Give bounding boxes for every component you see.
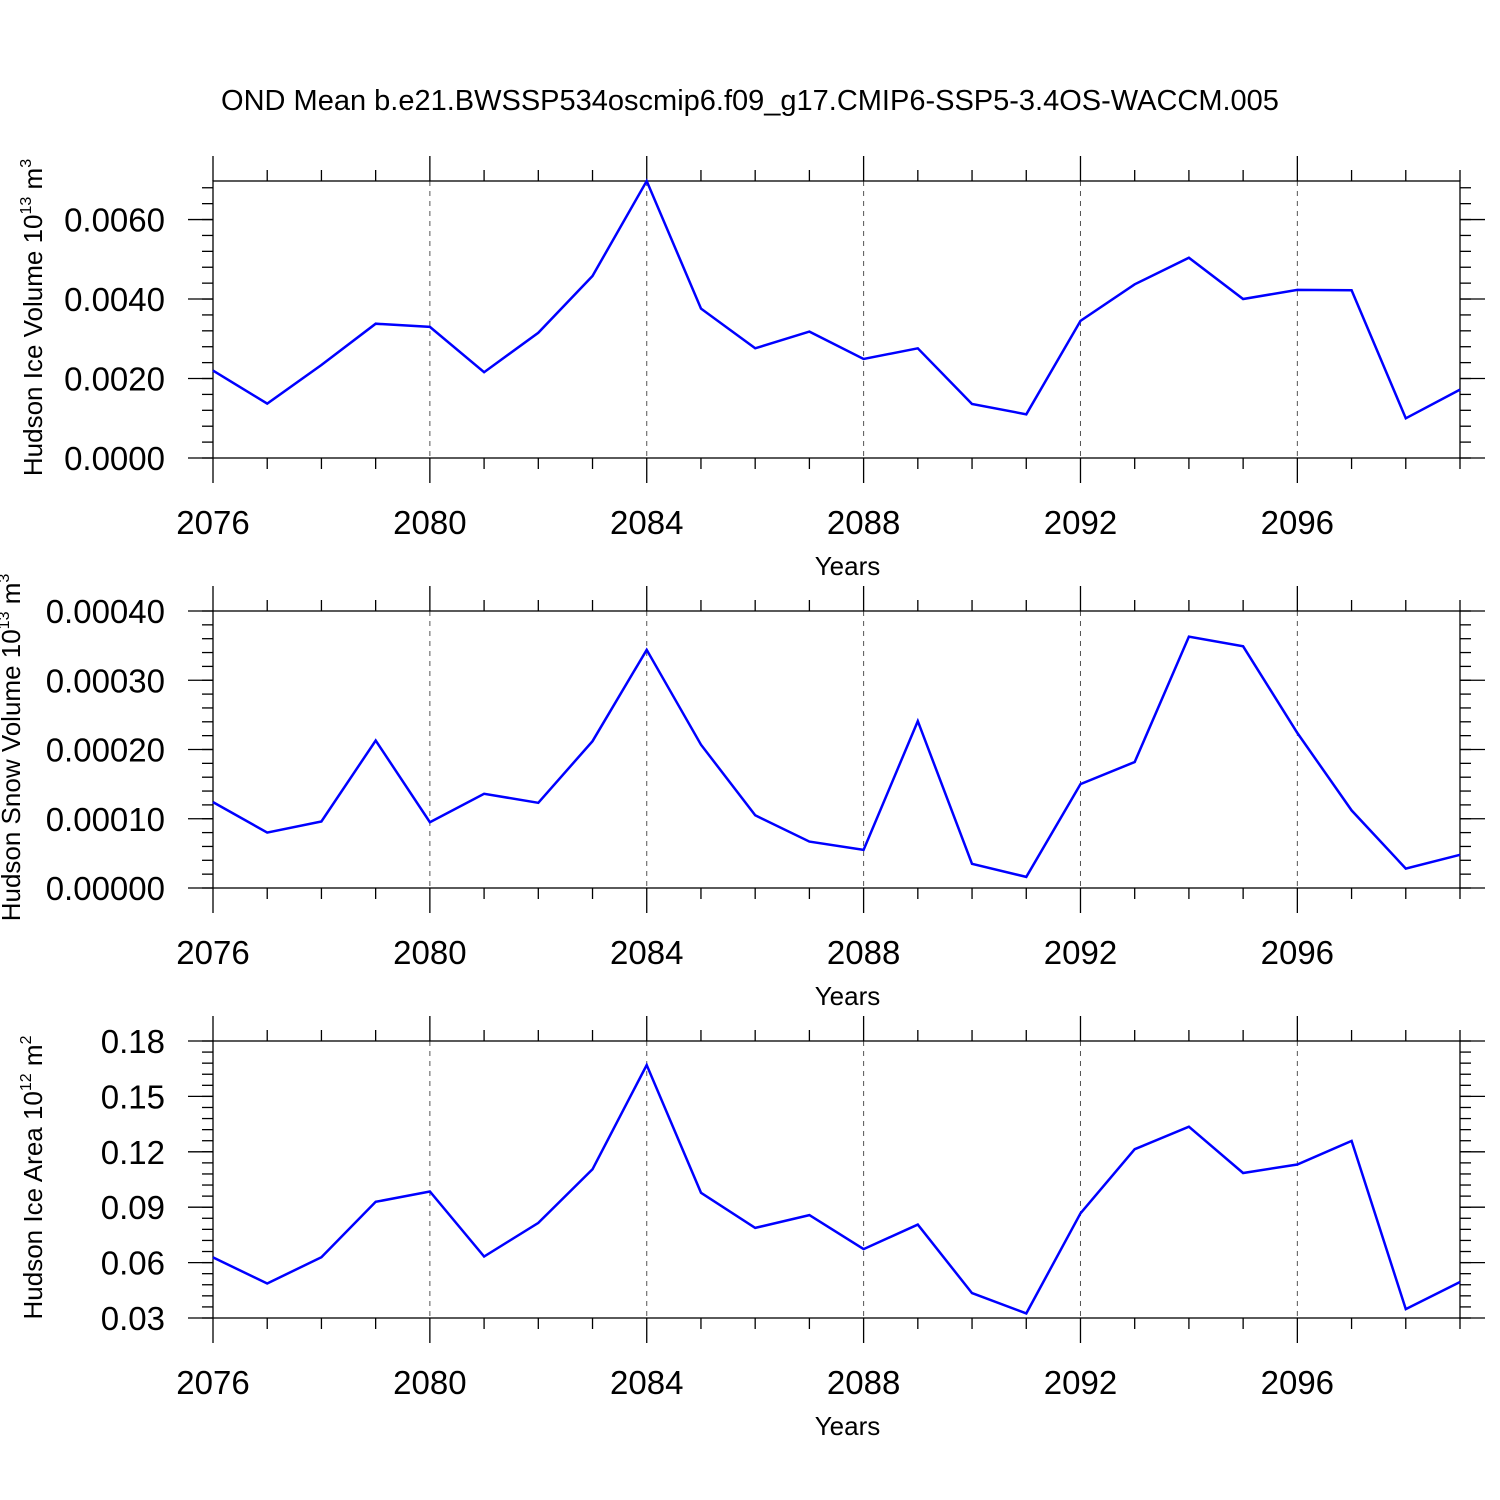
series-line-1 <box>212 1062 1461 1315</box>
x-tick-label: 2080 <box>393 504 466 541</box>
y-axis-title-ylabel-unit-exp: 3 <box>18 159 35 168</box>
y-axis-title-ylabel: Hudson Ice Volume 10 <box>18 214 48 476</box>
x-tick-label: 2088 <box>827 934 900 971</box>
y-tick-label: 0.15 <box>101 1078 165 1115</box>
plot-frame <box>212 180 1461 459</box>
x-tick-label: 2096 <box>1261 1364 1334 1401</box>
x-tick-label: 2084 <box>610 504 683 541</box>
x-tick-label: 2076 <box>176 1364 249 1401</box>
x-tick-label: 2088 <box>827 504 900 541</box>
y-axis-title: Hudson Ice Volume 1013 m3 <box>18 159 48 476</box>
y-tick-label: 0.12 <box>101 1134 165 1171</box>
y-tick-label: 0.06 <box>101 1245 165 1282</box>
y-tick-label: 0.00010 <box>46 801 165 838</box>
y-axis-title: Hudson Ice Area 1012 m2 <box>18 1035 48 1319</box>
y-tick-label: 0.18 <box>101 1023 165 1060</box>
x-tick-label: 2080 <box>393 934 466 971</box>
y-axis-title-ylabel: Hudson Snow Volume 10 <box>0 629 26 921</box>
x-tick-label: 2096 <box>1261 934 1334 971</box>
y-axis-title-ylabel-exp: 13 <box>0 611 13 629</box>
x-tick-label: 2080 <box>393 1364 466 1401</box>
y-tick-label: 0.0060 <box>64 202 165 239</box>
y-tick-label: 0.0040 <box>64 281 165 318</box>
x-tick-label: 2084 <box>610 1364 683 1401</box>
y-tick-label: 0.00030 <box>46 662 165 699</box>
x-axis-title: Years <box>815 551 881 581</box>
y-axis-title-ylabel: Hudson Ice Area 10 <box>18 1091 48 1319</box>
y-axis-title-ylabel-exp: 12 <box>18 1073 35 1091</box>
y-axis-title-ylabel-unit-exp: 3 <box>0 574 13 583</box>
x-axis-title: Years <box>815 981 881 1011</box>
panels: 0.0000 0.0020 0.0040 0.0060 2076 2080 2084 2088… <box>0 156 1485 1441</box>
panel-2: 0.00000 0.00010 0.00020 0.00030 0.00040 2076 2… <box>0 574 1485 1011</box>
y-axis-title-ylabel-unit: m <box>18 1044 48 1073</box>
x-tick-label: 2092 <box>1044 504 1117 541</box>
y-tick-label: 0.00000 <box>46 870 165 907</box>
y-tick-label: 0.00040 <box>46 593 165 630</box>
x-tick-label: 2076 <box>176 934 249 971</box>
x-tick-label: 2092 <box>1044 934 1117 971</box>
panel-3: 0.03 0.06 0.09 0.12 0.15 0.18 2076 2080 2084 2088… <box>18 1016 1485 1441</box>
x-tick-label: 2088 <box>827 1364 900 1401</box>
panel-1: 0.0000 0.0020 0.0040 0.0060 2076 2080 2084 2088… <box>18 156 1485 581</box>
y-axis-title-ylabel-unit-exp: 2 <box>18 1035 35 1044</box>
y-axis-title-ylabel-unit: m <box>0 583 26 612</box>
x-tick-label: 2096 <box>1261 504 1334 541</box>
x-axis-title: Years <box>815 1411 881 1441</box>
y-axis-title-ylabel-unit: m <box>18 168 48 197</box>
y-tick-label: 0.0000 <box>64 440 165 477</box>
figure-title: OND Mean b.e21.BWSSP534oscmip6.f09_g17.C… <box>221 85 1279 117</box>
y-tick-label: 0.03 <box>101 1300 165 1337</box>
x-tick-label: 2084 <box>610 934 683 971</box>
x-tick-label: 2092 <box>1044 1364 1117 1401</box>
plot-frame <box>212 1040 1461 1319</box>
y-tick-label: 0.00020 <box>46 732 165 769</box>
y-axis-title-ylabel-exp: 13 <box>18 197 35 215</box>
y-tick-label: 0.0020 <box>64 361 165 398</box>
y-tick-label: 0.09 <box>101 1189 165 1226</box>
series-line-1 <box>212 178 1461 421</box>
x-tick-label: 2076 <box>176 504 249 541</box>
y-axis-title: Hudson Snow Volume 1013 m3 <box>0 574 26 922</box>
series-line-1 <box>212 635 1461 879</box>
